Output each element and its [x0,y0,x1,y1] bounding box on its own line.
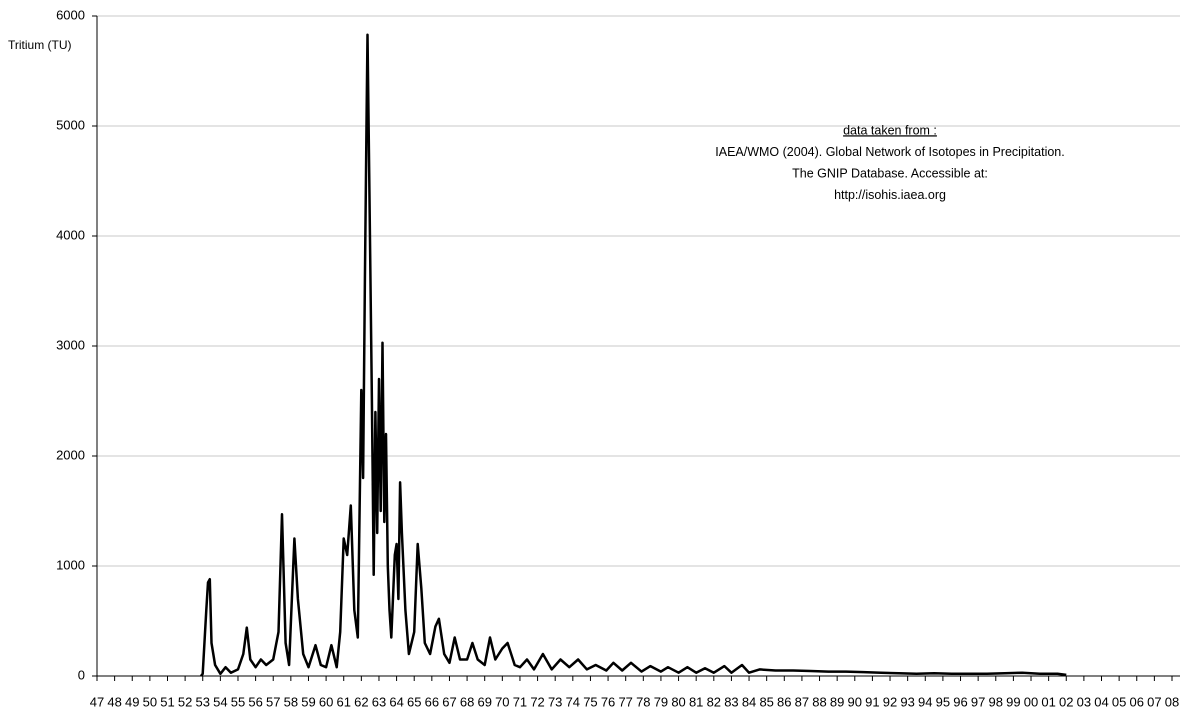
x-tick-label: 51 [160,694,174,709]
y-tick-label: 3000 [56,337,85,352]
x-tick-label: 96 [953,694,967,709]
x-tick-label: 98 [989,694,1003,709]
x-tick-label: 49 [125,694,139,709]
x-tick-label: 74 [566,694,580,709]
x-tick-label: 94 [918,694,932,709]
x-tick-label: 81 [689,694,703,709]
x-tick-label: 07 [1147,694,1161,709]
y-tick-label: 2000 [56,447,85,462]
x-tick-label: 90 [848,694,862,709]
x-tick-label: 64 [389,694,403,709]
x-tick-label: 00 [1024,694,1038,709]
annotation-line: data taken from : [843,123,937,137]
x-tick-label: 99 [1006,694,1020,709]
x-tick-label: 48 [107,694,121,709]
x-tick-label: 01 [1041,694,1055,709]
annotation-line: IAEA/WMO (2004). Global Network of Isoto… [715,145,1064,159]
x-tick-label: 93 [900,694,914,709]
x-tick-label: 86 [777,694,791,709]
x-tick-label: 78 [636,694,650,709]
x-tick-label: 88 [812,694,826,709]
x-tick-label: 47 [90,694,104,709]
x-tick-label: 76 [601,694,615,709]
annotation-line: The GNIP Database. Accessible at: [792,166,988,180]
x-tick-label: 77 [618,694,632,709]
x-tick-label: 80 [671,694,685,709]
x-tick-label: 91 [865,694,879,709]
x-tick-label: 06 [1130,694,1144,709]
x-tick-label: 87 [795,694,809,709]
x-tick-label: 97 [971,694,985,709]
x-tick-label: 04 [1094,694,1108,709]
x-tick-label: 75 [583,694,597,709]
x-tick-label: 03 [1077,694,1091,709]
x-tick-label: 57 [266,694,280,709]
x-tick-label: 68 [460,694,474,709]
x-tick-label: 70 [495,694,509,709]
y-axis-label: Tritium (TU) [8,38,72,52]
x-tick-label: 72 [530,694,544,709]
x-tick-label: 05 [1112,694,1126,709]
data-line [200,33,1067,677]
x-tick-label: 71 [513,694,527,709]
y-tick-label: 1000 [56,557,85,572]
x-tick-label: 84 [742,694,756,709]
y-tick-label: 5000 [56,117,85,132]
x-tick-label: 56 [248,694,262,709]
x-tick-label: 83 [724,694,738,709]
annotation-line: http://isohis.iaea.org [834,188,946,202]
x-tick-label: 50 [143,694,157,709]
x-tick-label: 85 [759,694,773,709]
x-tick-label: 79 [654,694,668,709]
y-tick-label: 0 [78,667,85,682]
x-tick-label: 02 [1059,694,1073,709]
x-tick-label: 54 [213,694,227,709]
x-tick-label: 95 [936,694,950,709]
x-tick-label: 61 [336,694,350,709]
x-tick-label: 66 [425,694,439,709]
x-tick-label: 73 [548,694,562,709]
x-tick-label: 63 [372,694,386,709]
x-tick-label: 65 [407,694,421,709]
x-tick-label: 08 [1165,694,1179,709]
y-tick-label: 4000 [56,227,85,242]
x-tick-label: 82 [707,694,721,709]
x-tick-label: 59 [301,694,315,709]
x-tick-label: 52 [178,694,192,709]
x-tick-label: 89 [830,694,844,709]
x-tick-label: 69 [477,694,491,709]
x-tick-label: 67 [442,694,456,709]
x-tick-label: 92 [883,694,897,709]
x-tick-label: 62 [354,694,368,709]
x-tick-label: 55 [231,694,245,709]
y-tick-label: 6000 [56,7,85,22]
x-tick-label: 60 [319,694,333,709]
x-tick-label: 53 [196,694,210,709]
x-tick-label: 58 [284,694,298,709]
